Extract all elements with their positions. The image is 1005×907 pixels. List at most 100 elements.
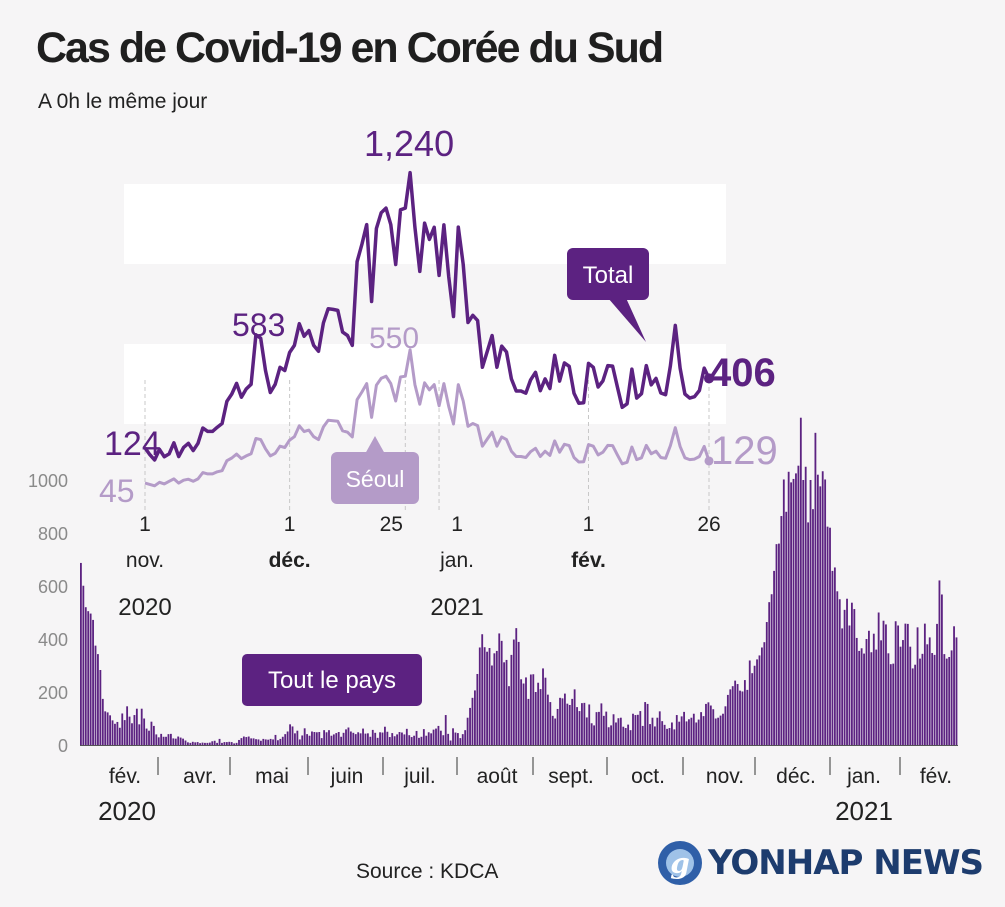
bar-day <box>838 599 841 745</box>
bar-day <box>566 703 569 745</box>
bar-day <box>532 674 535 746</box>
bar-day <box>349 731 352 746</box>
bar-day <box>313 732 316 745</box>
bar-axis: 0 200 400 600 800 1000 fév. avr. mai juin juil. aoû… <box>28 471 958 826</box>
bar-day <box>675 715 678 745</box>
bar-day <box>683 711 685 746</box>
bar-day <box>362 728 364 745</box>
bar-day <box>510 654 513 745</box>
bar-day <box>940 594 943 745</box>
bar-day <box>218 738 221 745</box>
bar-day <box>459 738 462 745</box>
total-label-nov: 583 <box>232 307 285 343</box>
bar-day <box>449 740 452 745</box>
bar-day <box>325 732 328 745</box>
month-label: nov. <box>706 765 744 788</box>
bar-day <box>520 679 523 745</box>
bar-day <box>880 640 882 746</box>
year-label: 2020 <box>98 796 156 826</box>
bar-series-tout-le-pays <box>80 417 958 746</box>
bar-day <box>160 733 163 745</box>
bar-day <box>527 698 530 745</box>
bar-day <box>298 739 301 745</box>
bar-day <box>790 482 792 745</box>
bar-day <box>668 728 671 745</box>
bar-day <box>240 738 243 745</box>
bar-day <box>636 714 639 745</box>
bar-day <box>666 728 668 745</box>
bar-day <box>145 728 148 745</box>
bar-day <box>761 647 763 745</box>
bar-day <box>807 522 810 745</box>
yonhap-emblem-icon: g <box>658 841 702 885</box>
bar-day <box>466 717 469 746</box>
bar-day <box>746 689 749 745</box>
bar-day <box>469 707 471 745</box>
bar-day <box>401 732 403 745</box>
bar-day <box>486 651 488 745</box>
y-tick-label: 800 <box>38 524 68 544</box>
bar-day <box>476 673 479 745</box>
bar-day <box>320 738 323 745</box>
bar-day <box>503 662 506 745</box>
bar-day <box>155 734 158 745</box>
bar-day <box>729 689 732 745</box>
x-tick-label: jan. <box>439 549 474 572</box>
bar-day <box>82 585 85 746</box>
bar-day <box>576 707 578 746</box>
bar-day <box>211 741 214 745</box>
bar-day <box>415 730 418 745</box>
bar-day <box>379 732 381 745</box>
bar-day <box>534 692 537 745</box>
bar-day <box>396 734 398 745</box>
bar-day <box>921 653 924 745</box>
bar-day <box>97 654 99 746</box>
bar-day <box>493 653 496 745</box>
bar-day <box>289 724 291 745</box>
bar-day <box>242 736 245 745</box>
bar-day <box>187 742 189 745</box>
bar-day <box>522 683 525 745</box>
bar-day <box>590 723 593 745</box>
bar-day <box>889 664 892 745</box>
bar-day <box>369 736 372 745</box>
bar-day <box>739 690 741 745</box>
bar-day <box>303 728 306 745</box>
bar-day <box>247 736 250 745</box>
bar-day <box>872 633 875 745</box>
bar-day <box>308 735 311 746</box>
bar-day <box>500 640 503 746</box>
bar-day <box>741 691 744 745</box>
bar-day <box>926 644 929 745</box>
bar-day <box>252 738 255 746</box>
chart-subtitle: A 0h le même jour <box>38 90 208 113</box>
bar-day <box>829 527 831 745</box>
bar-day <box>768 602 771 745</box>
bar-day <box>150 721 153 745</box>
bar-day <box>413 735 416 746</box>
bar-day <box>916 627 919 745</box>
bar-day <box>208 742 211 746</box>
bar-day <box>598 711 600 746</box>
bar-day <box>763 642 766 745</box>
bar-day <box>384 726 386 746</box>
bar-day <box>836 591 839 745</box>
bar-day <box>206 742 209 745</box>
bar-day <box>381 732 384 745</box>
bar-day <box>169 733 172 745</box>
bar-day <box>561 698 564 745</box>
x-tick-label: 25 <box>380 513 403 536</box>
bar-day <box>726 694 729 745</box>
total-label-first: 124 <box>104 425 161 463</box>
bar-day <box>398 732 401 745</box>
bar-day <box>184 740 187 745</box>
bar-day <box>386 731 389 745</box>
bar-day <box>447 733 450 745</box>
bar-day <box>953 626 955 745</box>
bar-day <box>94 645 97 746</box>
bar-day <box>583 702 586 746</box>
bar-day <box>585 717 588 745</box>
bar-day <box>563 693 566 745</box>
bar-day <box>556 708 559 745</box>
month-label: avr. <box>183 765 217 788</box>
